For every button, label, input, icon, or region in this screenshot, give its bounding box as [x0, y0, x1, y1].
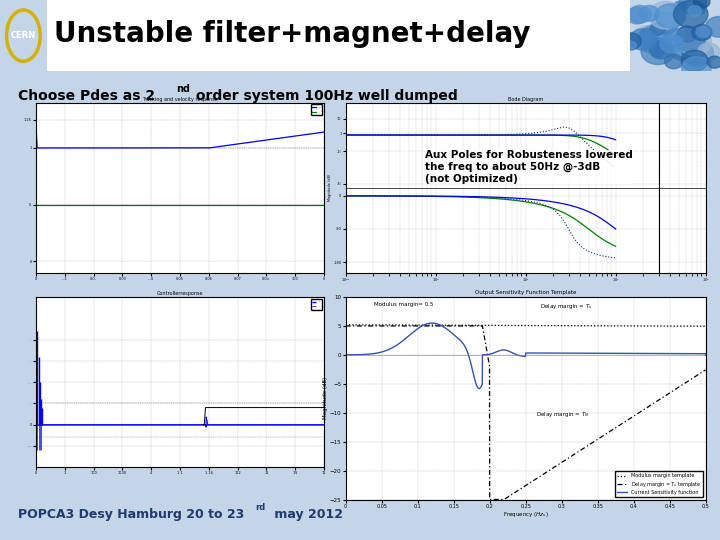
Line: Modulus margin template: Modulus margin template — [346, 325, 706, 326]
Y-axis label: Magnitude (dB): Magnitude (dB) — [323, 377, 328, 420]
Legend: --, ..: --, .. — [312, 104, 323, 115]
Legend: --, ..: --, .. — [312, 299, 323, 309]
Current Sensitivity function — [691, 350, 700, 357]
Delay margin = $T_s$ template — [485, 496, 494, 503]
Current Sensitivity function — [701, 352, 710, 358]
Circle shape — [679, 0, 706, 14]
Circle shape — [707, 56, 720, 68]
Circle shape — [674, 1, 708, 28]
Current Sensitivity function — [341, 352, 350, 358]
Circle shape — [650, 23, 665, 35]
Modulus margin template — [516, 322, 525, 329]
Legend: Modulus margin template, Delay margin = $T_s$ template, Current Sensitivity func: Modulus margin template, Delay margin = … — [616, 471, 703, 497]
Current Sensitivity function — [360, 351, 369, 357]
Current Sensitivity function — [625, 350, 634, 356]
Y-axis label: Magnitude (dB): Magnitude (dB) — [328, 174, 332, 201]
Circle shape — [688, 5, 701, 16]
Circle shape — [639, 29, 658, 44]
Delay margin = $T_s$ template — [701, 367, 710, 373]
Circle shape — [673, 2, 685, 11]
Modulus margin template — [625, 323, 634, 329]
Delay margin = $T_s$ template — [360, 323, 369, 329]
Current Sensitivity function — [517, 353, 526, 359]
Text: rd: rd — [256, 503, 266, 512]
Circle shape — [637, 25, 672, 53]
Circle shape — [682, 40, 714, 66]
Text: Unstable filter+magnet+delay: Unstable filter+magnet+delay — [54, 20, 531, 48]
Modulus margin template — [360, 322, 369, 328]
Circle shape — [639, 5, 659, 21]
Text: CERN: CERN — [11, 31, 36, 40]
Text: POPCA3 Desy Hamburg 20 to 23: POPCA3 Desy Hamburg 20 to 23 — [18, 508, 244, 521]
Circle shape — [692, 24, 712, 40]
Bar — [47, 0, 630, 71]
Circle shape — [649, 2, 683, 29]
Line: Current Sensitivity function: Current Sensitivity function — [346, 323, 706, 389]
Circle shape — [655, 4, 685, 28]
Text: Modulus margin= 0.5: Modulus margin= 0.5 — [374, 302, 433, 307]
Circle shape — [629, 29, 657, 50]
Circle shape — [681, 50, 708, 71]
Modulus margin template — [690, 323, 699, 329]
Circle shape — [641, 38, 675, 65]
Title: Controllerresponse: Controllerresponse — [157, 291, 203, 296]
Text: Aux Poles for Robusteness lowered
the freq to about 50Hz @-3dB
(not Optimized): Aux Poles for Robusteness lowered the fr… — [425, 150, 633, 184]
Circle shape — [682, 57, 711, 80]
Title: Output Sensitivity Function Template: Output Sensitivity Function Template — [475, 290, 576, 295]
Circle shape — [620, 33, 642, 50]
Circle shape — [706, 17, 720, 37]
Delay margin = $T_s$ template — [516, 485, 525, 492]
Circle shape — [677, 26, 697, 42]
Circle shape — [664, 29, 685, 46]
Modulus margin template — [690, 323, 699, 329]
Current Sensitivity function — [428, 320, 436, 326]
Current Sensitivity function — [507, 349, 516, 356]
Text: Delay margin = $T_s$: Delay margin = $T_s$ — [540, 302, 593, 310]
Circle shape — [678, 29, 711, 55]
Modulus margin template — [341, 321, 350, 328]
Circle shape — [696, 6, 706, 14]
Line: Delay margin = $T_s$ template: Delay margin = $T_s$ template — [346, 326, 706, 500]
Text: Delay margin = $T_N$: Delay margin = $T_N$ — [536, 410, 590, 419]
Delay margin = $T_s$ template — [625, 416, 634, 422]
Circle shape — [665, 55, 683, 69]
Circle shape — [649, 41, 672, 59]
Text: nd: nd — [176, 84, 190, 94]
Circle shape — [652, 12, 679, 34]
Circle shape — [629, 5, 651, 23]
Title: Bode Diagram: Bode Diagram — [508, 97, 543, 102]
Text: order system 100Hz well dumped: order system 100Hz well dumped — [191, 89, 457, 103]
Circle shape — [698, 43, 720, 60]
Circle shape — [657, 40, 672, 51]
Modulus margin template — [507, 322, 516, 329]
Circle shape — [696, 27, 709, 37]
Delay margin = $T_s$ template — [691, 373, 700, 380]
X-axis label: Frequency ($Hz_s$): Frequency ($Hz_s$) — [503, 510, 549, 519]
Delay margin = $T_s$ template — [690, 373, 699, 380]
Current Sensitivity function — [475, 386, 484, 392]
Current Sensitivity function — [691, 350, 700, 357]
Delay margin = $T_s$ template — [507, 491, 516, 498]
Text: Choose Pdes as 2: Choose Pdes as 2 — [18, 89, 155, 103]
Modulus margin template — [701, 323, 710, 329]
Circle shape — [701, 29, 711, 37]
Circle shape — [652, 48, 663, 57]
Text: may 2012: may 2012 — [270, 508, 343, 521]
Circle shape — [626, 41, 636, 50]
Circle shape — [632, 25, 666, 52]
Delay margin = $T_s$ template — [341, 323, 350, 329]
Circle shape — [660, 35, 683, 53]
Circle shape — [693, 0, 710, 8]
Circle shape — [671, 43, 692, 60]
Title: Tracking and velocity response: Tracking and velocity response — [142, 97, 218, 102]
Circle shape — [626, 8, 647, 24]
Circle shape — [675, 28, 705, 52]
Circle shape — [641, 25, 668, 46]
